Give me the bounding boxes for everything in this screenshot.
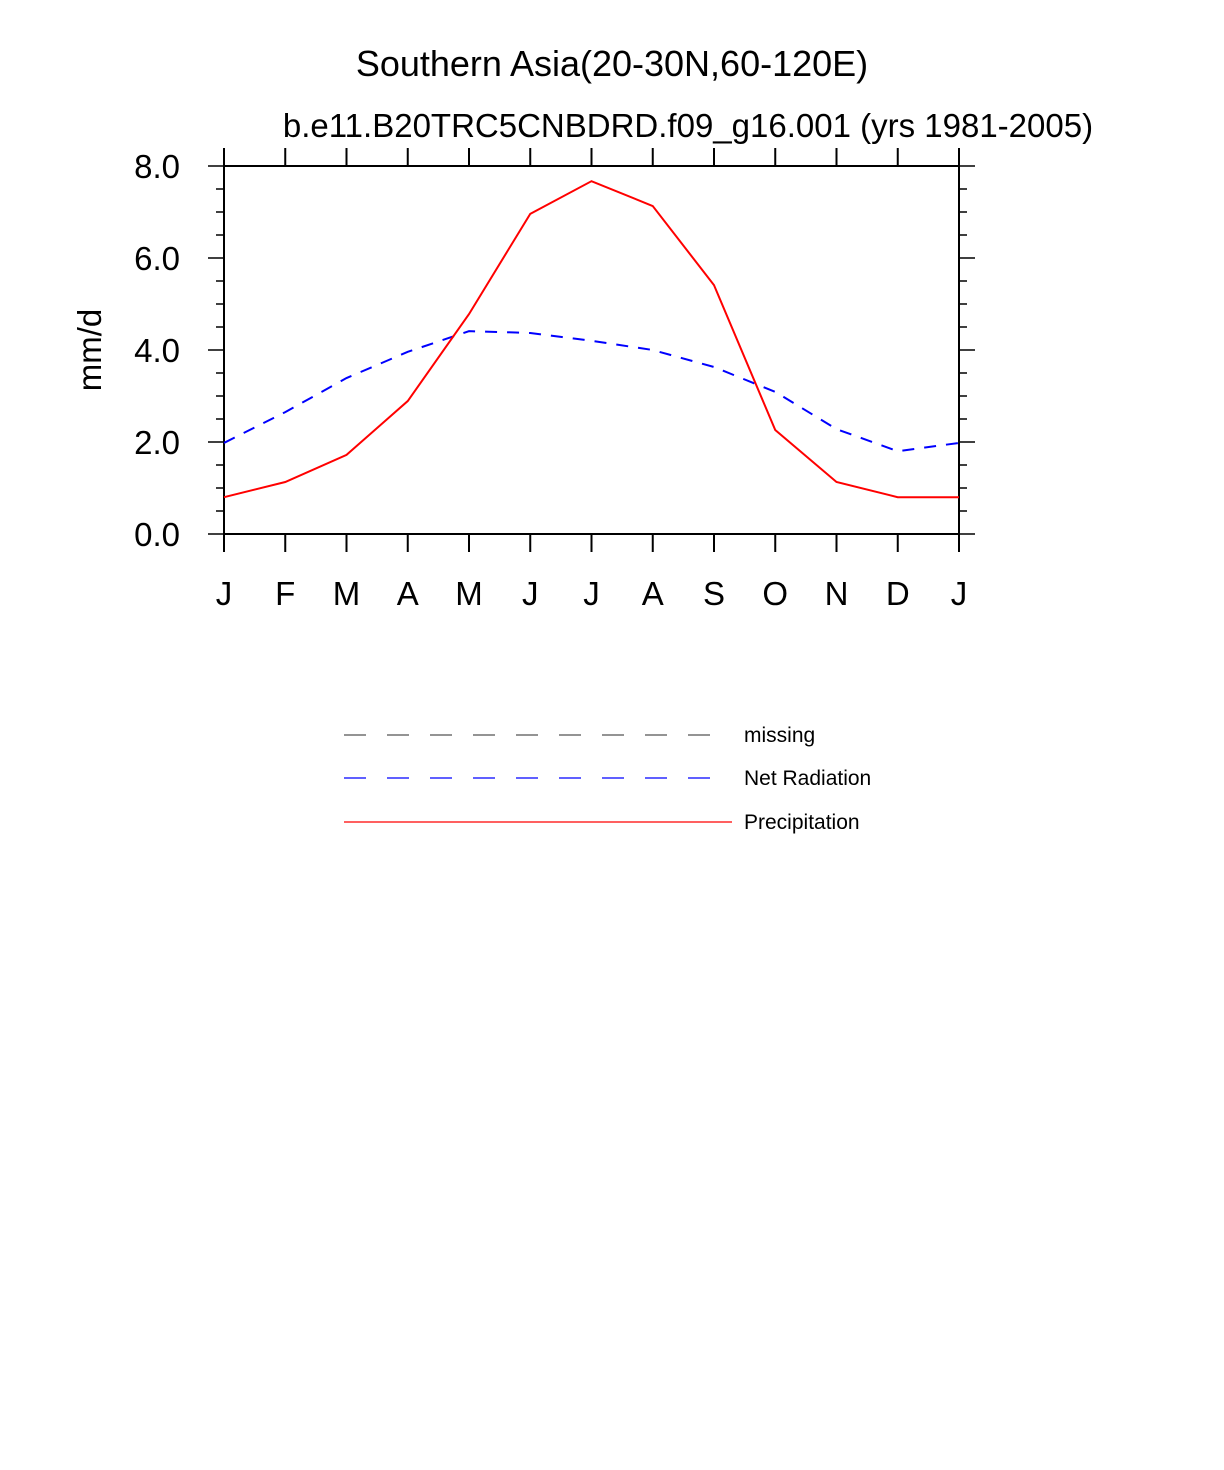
- y-tick-label: 8.0: [134, 148, 180, 185]
- series-line-precipitation: [223, 180, 959, 499]
- y-tick-label: 4.0: [134, 332, 180, 369]
- y-tick-label: 0.0: [134, 516, 180, 553]
- legend-label: Precipitation: [744, 811, 860, 834]
- x-tick-label: F: [275, 575, 295, 612]
- y-axis-label: mm/d: [71, 309, 108, 392]
- x-tick-label: D: [886, 575, 910, 612]
- x-tick-label: J: [522, 575, 539, 612]
- x-tick-label: M: [333, 575, 361, 612]
- x-tick-label: N: [825, 575, 849, 612]
- plot-frame: [223, 165, 960, 535]
- y-tick-label: 2.0: [134, 424, 180, 461]
- legend-label: Net Radiation: [744, 767, 871, 790]
- series-line-net-radiation: [223, 330, 960, 453]
- chart-subtitle: b.e11.B20TRC5CNBDRD.f09_g16.001 (yrs 198…: [283, 107, 1093, 144]
- x-tick-label: J: [951, 575, 968, 612]
- x-tick-label: J: [583, 575, 600, 612]
- chart-title: Southern Asia(20-30N,60-120E): [356, 43, 868, 84]
- x-tick-label: A: [397, 575, 419, 612]
- legend-label: missing: [744, 724, 815, 747]
- x-tick-label: O: [762, 575, 788, 612]
- x-tick-label: A: [642, 575, 664, 612]
- x-tick-label: J: [216, 575, 233, 612]
- x-tick-label: M: [455, 575, 483, 612]
- y-tick-label: 6.0: [134, 240, 180, 277]
- x-tick-label: S: [703, 575, 725, 612]
